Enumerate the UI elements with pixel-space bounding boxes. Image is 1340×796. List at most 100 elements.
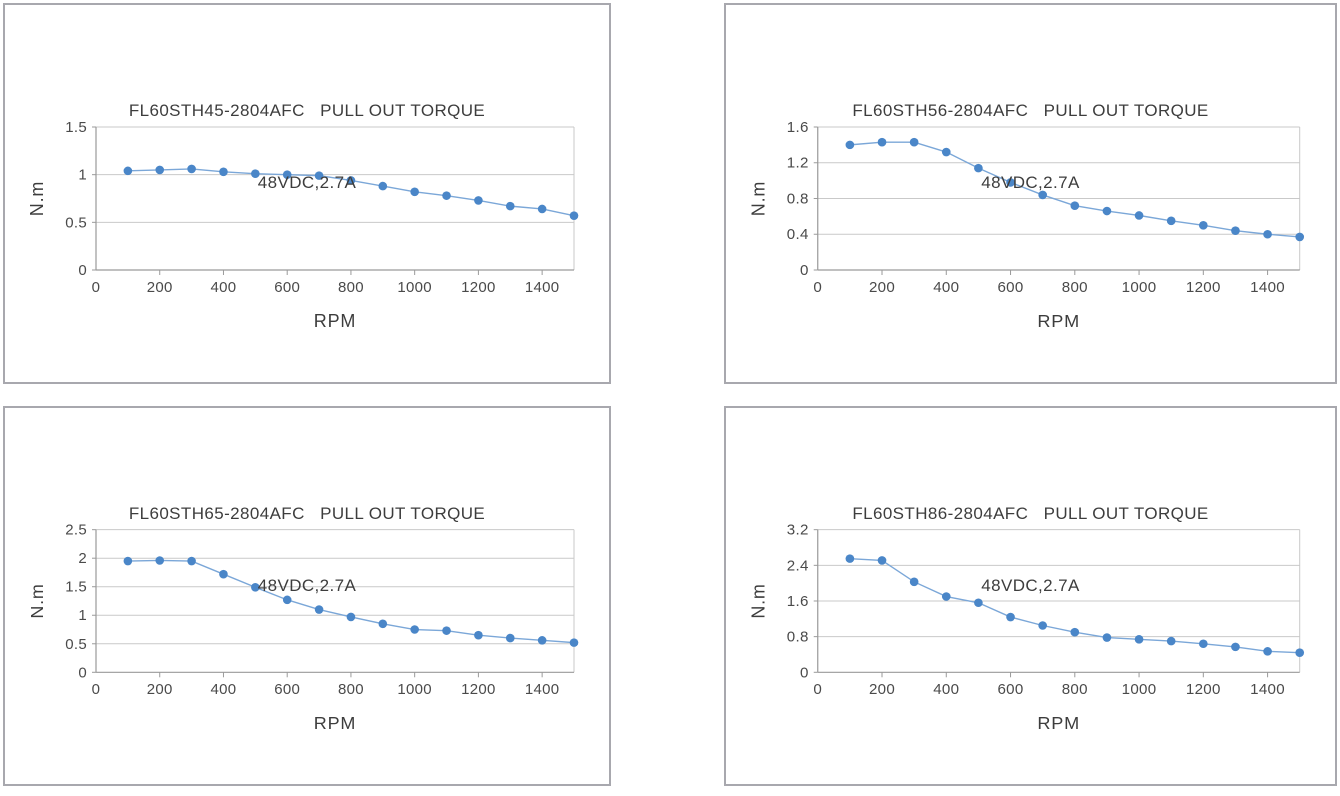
x-axis-tick-label: 600 <box>274 681 300 698</box>
data-point <box>1006 178 1015 187</box>
x-axis-tick-label: 400 <box>210 279 236 296</box>
data-point <box>410 187 419 197</box>
y-axis-tick-label: 1.2 <box>787 155 809 172</box>
data-point <box>1198 639 1208 649</box>
y-axis-tick-label: 0 <box>800 664 809 681</box>
data-point <box>569 211 579 220</box>
data-point <box>251 583 260 592</box>
chart-title-line1: FL60STH56-2804AFC PULL OUT TORQUE <box>852 101 1209 120</box>
y-axis-title: N.m <box>27 583 47 618</box>
y-axis-tick-label: 1.5 <box>65 579 87 596</box>
x-axis-tick-label: 1200 <box>1186 279 1221 296</box>
data-point <box>1134 211 1144 220</box>
y-axis-tick-label: 1.6 <box>787 119 809 136</box>
x-axis-tick-label: 1400 <box>525 681 560 698</box>
x-axis-tick-label: 600 <box>997 279 1023 296</box>
data-point <box>314 171 324 180</box>
x-axis-tick-label: 800 <box>1062 279 1088 296</box>
data-point <box>474 196 483 205</box>
data-point <box>251 169 260 179</box>
torque-chart-fl60sth65: 0 0.5 1 1.5 2 2.5 0 200 400 600 800 1000 1200 1400 N.m… <box>27 522 579 733</box>
y-axis-tick-label: 3.2 <box>787 522 809 539</box>
data-point <box>1006 612 1015 622</box>
data-point <box>1038 621 1048 630</box>
data-point <box>1134 635 1144 644</box>
data-point <box>1102 633 1112 642</box>
x-axis-title: RPM <box>1037 713 1080 733</box>
y-axis-tick-label: 1 <box>78 167 87 184</box>
data-point <box>314 605 324 614</box>
x-axis-tick-label: 400 <box>933 681 959 698</box>
data-point <box>378 181 388 191</box>
y-axis-tick-label: 1.6 <box>787 593 809 610</box>
data-point <box>1070 627 1080 637</box>
data-point <box>877 137 887 147</box>
data-point <box>845 140 855 150</box>
data-point <box>474 630 483 640</box>
x-axis-tick-label: 1400 <box>1250 681 1285 698</box>
chart-title-line2: 48VDC,2.7A <box>257 576 357 595</box>
x-axis-tick-label: 200 <box>147 279 173 296</box>
data-point <box>1295 648 1305 657</box>
x-axis-tick-label: 400 <box>933 279 959 296</box>
data-point <box>537 636 547 645</box>
chart-panel-fl60sth86: 0 0.8 1.6 2.4 3.2 0 200 400 600 800 1000 1200 1400 N.… <box>724 406 1337 786</box>
data-point <box>378 619 388 629</box>
data-point <box>505 633 515 643</box>
data-point <box>442 626 451 635</box>
x-axis-title: RPM <box>314 713 356 733</box>
y-axis-tick-label: 0.8 <box>787 191 809 208</box>
x-axis-tick-label: 0 <box>92 681 101 698</box>
data-point <box>1070 201 1080 210</box>
data-point <box>1263 229 1272 239</box>
x-axis-tick-label: 600 <box>997 681 1023 698</box>
data-point <box>1198 221 1208 230</box>
x-axis-tick-label: 0 <box>813 681 822 698</box>
y-axis-tick-label: 0.4 <box>787 226 809 243</box>
torque-chart-fl60sth56: 0 0.4 0.8 1.2 1.6 0 200 400 600 800 1000 1200 1400 N.… <box>748 119 1305 331</box>
torque-chart-fl60sth86: 0 0.8 1.6 2.4 3.2 0 200 400 600 800 1000 1200 1400 N.… <box>748 522 1305 733</box>
data-point <box>155 556 165 565</box>
x-axis-tick-label: 1200 <box>1186 681 1221 698</box>
x-axis-title: RPM <box>1037 311 1080 331</box>
x-axis-tick-label: 1200 <box>461 279 496 296</box>
y-axis-title: N.m <box>27 181 47 216</box>
y-axis-title: N.m <box>748 181 768 216</box>
data-point <box>1038 190 1048 200</box>
y-axis-tick-label: 1 <box>78 607 87 624</box>
chart-panel-fl60sth56: 0 0.4 0.8 1.2 1.6 0 200 400 600 800 1000 1200 1400 N.… <box>724 3 1337 384</box>
data-point <box>909 577 919 587</box>
data-point <box>219 569 228 579</box>
y-axis-tick-label: 0.5 <box>65 636 87 653</box>
data-point <box>1295 232 1305 242</box>
y-axis-tick-label: 0.8 <box>787 629 809 646</box>
data-point <box>282 595 292 605</box>
x-axis-title: RPM <box>314 311 356 331</box>
torque-chart-fl60sth45: 0 0.5 1 1.5 0 200 400 600 800 1000 1200 1400 N.m RPM <box>27 119 579 331</box>
data-point <box>123 166 133 176</box>
data-point <box>941 147 951 157</box>
data-point <box>346 612 356 622</box>
y-axis-tick-label: 0 <box>800 262 809 279</box>
data-point <box>187 164 196 174</box>
data-point <box>845 554 855 563</box>
data-point <box>219 167 228 177</box>
y-axis-tick-label: 2 <box>78 550 87 567</box>
chart-panel-fl60sth65: 0 0.5 1 1.5 2 2.5 0 200 400 600 800 1000 1200 1400 N.m… <box>3 406 611 786</box>
data-point <box>537 204 547 214</box>
x-axis-tick-label: 1000 <box>397 279 432 296</box>
chart-title-line1: FL60STH45-2804AFC PULL OUT TORQUE <box>128 101 486 120</box>
y-axis-tick-label: 1.5 <box>65 119 87 136</box>
data-point <box>1231 226 1240 235</box>
chart-title-line2: 48VDC,2.7A <box>981 173 1080 192</box>
x-axis-tick-label: 1200 <box>461 681 496 698</box>
x-axis-tick-label: 200 <box>869 279 895 296</box>
data-point <box>1166 636 1176 646</box>
y-axis-tick-label: 0.5 <box>65 214 87 231</box>
x-axis-tick-label: 600 <box>274 279 300 296</box>
data-point <box>877 556 887 565</box>
data-point <box>1263 647 1272 656</box>
y-axis-title: N.m <box>748 583 768 618</box>
x-axis-tick-label: 0 <box>92 279 101 296</box>
data-point <box>1231 642 1240 652</box>
